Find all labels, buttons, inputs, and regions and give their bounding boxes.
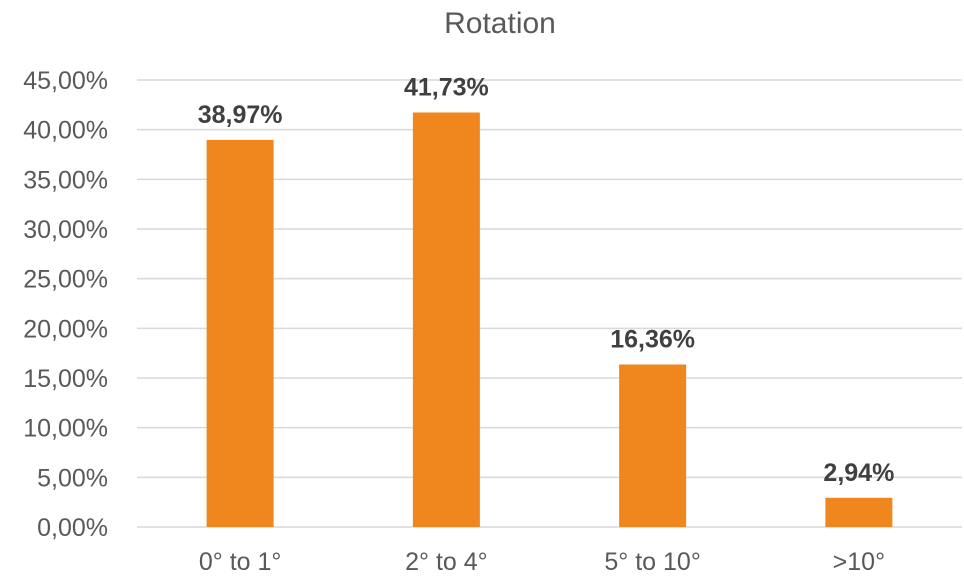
y-tick-label: 15,00%	[23, 365, 108, 393]
data-labels: 38,97% 41,73% 16,36% 2,94%	[198, 73, 895, 486]
data-label: 16,36%	[610, 325, 695, 353]
y-tick-label: 25,00%	[23, 266, 108, 294]
y-tick-label: 40,00%	[23, 117, 108, 145]
y-tick-label: 5,00%	[37, 464, 108, 492]
y-tick-label: 20,00%	[23, 315, 108, 343]
y-tick-label: 35,00%	[23, 166, 108, 194]
data-label: 38,97%	[198, 101, 283, 129]
bar	[825, 497, 893, 527]
y-tick-label: 30,00%	[23, 216, 108, 244]
y-tick-label: 45,00%	[23, 67, 108, 95]
bars	[206, 112, 893, 528]
y-tick-label: 0,00%	[37, 514, 108, 542]
y-axis-tick-labels: 0,00% 5,00% 10,00% 15,00% 20,00% 25,00% 30,00%…	[23, 67, 108, 542]
gridlines	[137, 79, 962, 528]
data-label: 41,73%	[404, 73, 489, 101]
data-label: 2,94%	[823, 459, 894, 487]
x-category-label: 2° to 4°	[405, 548, 488, 576]
bar	[412, 112, 480, 528]
chart-title: Rotation	[444, 7, 556, 40]
y-tick-label: 10,00%	[23, 415, 108, 443]
x-category-label: 0° to 1°	[199, 548, 282, 576]
x-category-label: >10°	[833, 548, 885, 576]
x-axis-category-labels: 0° to 1° 2° to 4° 5° to 10° >10°	[199, 548, 885, 576]
bar	[619, 364, 687, 527]
x-category-label: 5° to 10°	[604, 548, 700, 576]
bar	[206, 139, 274, 527]
